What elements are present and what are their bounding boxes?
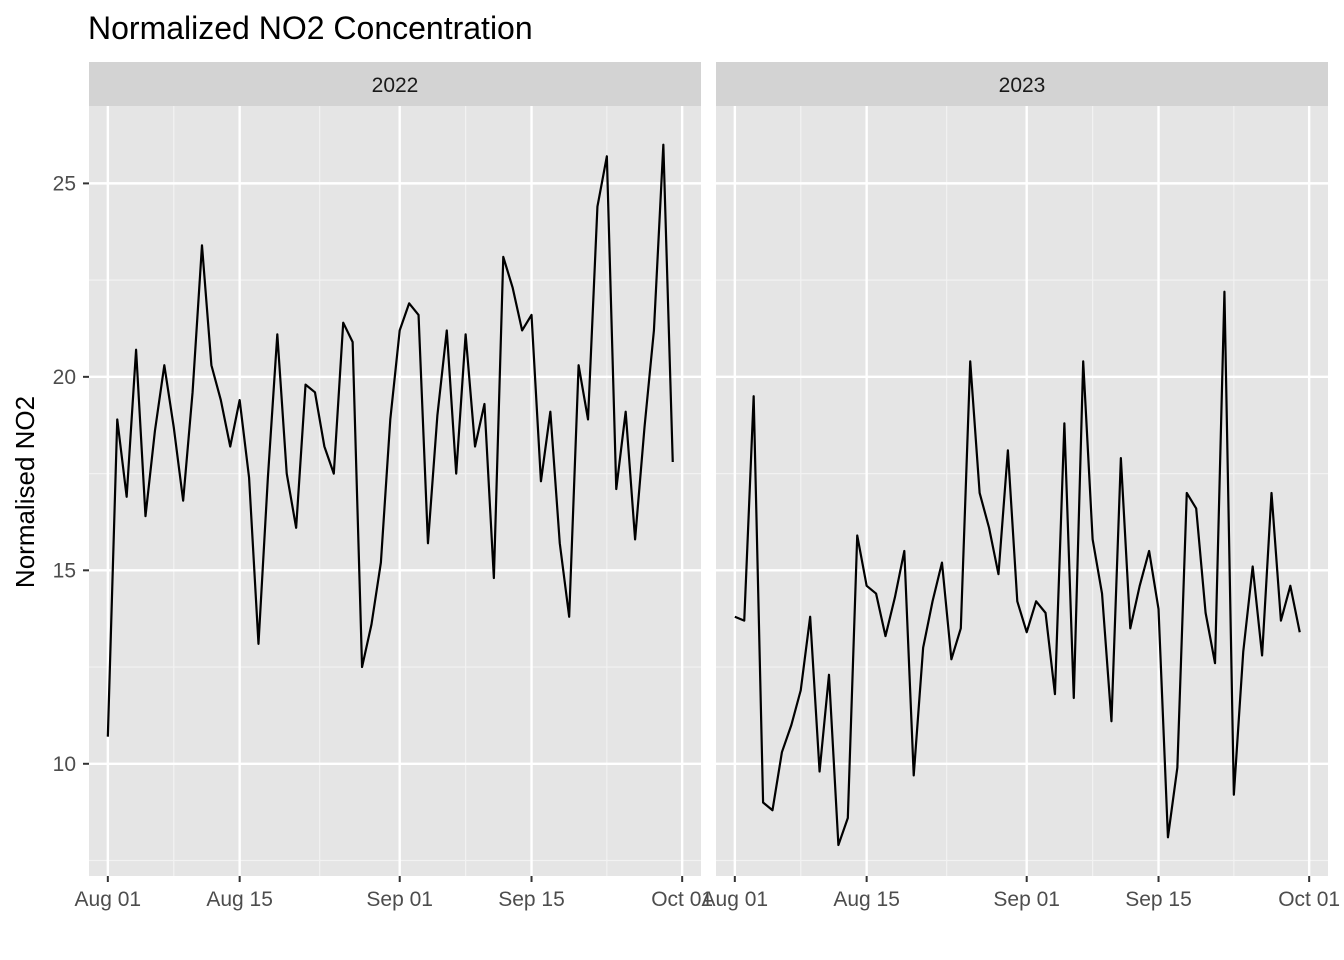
x-tick-label: Aug 01: [75, 888, 142, 911]
x-tick-label: Sep 01: [366, 888, 433, 911]
facet-strip: [716, 62, 1328, 106]
series-line-2022: [106, 143, 674, 737]
facet-strip-label: 2023: [999, 74, 1046, 97]
y-axis: 10 15 20 25: [53, 172, 89, 776]
series-line-2023: [734, 290, 1301, 847]
x-tick-label: Sep 01: [993, 888, 1060, 911]
y-tick-label: 25: [53, 172, 76, 195]
facet-strip: [89, 62, 701, 106]
x-tick-label: Aug 15: [206, 888, 273, 911]
x-tick-label: Sep 15: [1125, 888, 1192, 911]
facet-panels: 2022 Aug 01 Aug 15 Sep 01 Sep 15 Oct 01 2023 Au…: [75, 62, 1340, 911]
x-tick-label: Sep 15: [498, 888, 565, 911]
y-axis-title: Normalised NO2: [10, 396, 40, 588]
facet-panel-2023: 2023 Aug 01 Aug 15 Sep 01 Sep 15 Oct 01: [702, 62, 1340, 911]
y-tick-label: 15: [53, 559, 76, 582]
x-tick-label: Aug 15: [833, 888, 900, 911]
panel-background: [89, 106, 701, 876]
x-tick-label: Oct 01: [1278, 888, 1340, 911]
facet-panel-2022: 2022 Aug 01 Aug 15 Sep 01 Sep 15 Oct 01: [75, 62, 713, 911]
x-tick-label: Oct 01: [651, 888, 713, 911]
chart-title: Normalized NO2 Concentration: [88, 10, 533, 46]
facet-strip-label: 2022: [372, 74, 419, 97]
y-tick-label: 20: [53, 366, 76, 389]
x-tick-label: Aug 01: [702, 888, 769, 911]
y-tick-label: 10: [53, 753, 76, 776]
